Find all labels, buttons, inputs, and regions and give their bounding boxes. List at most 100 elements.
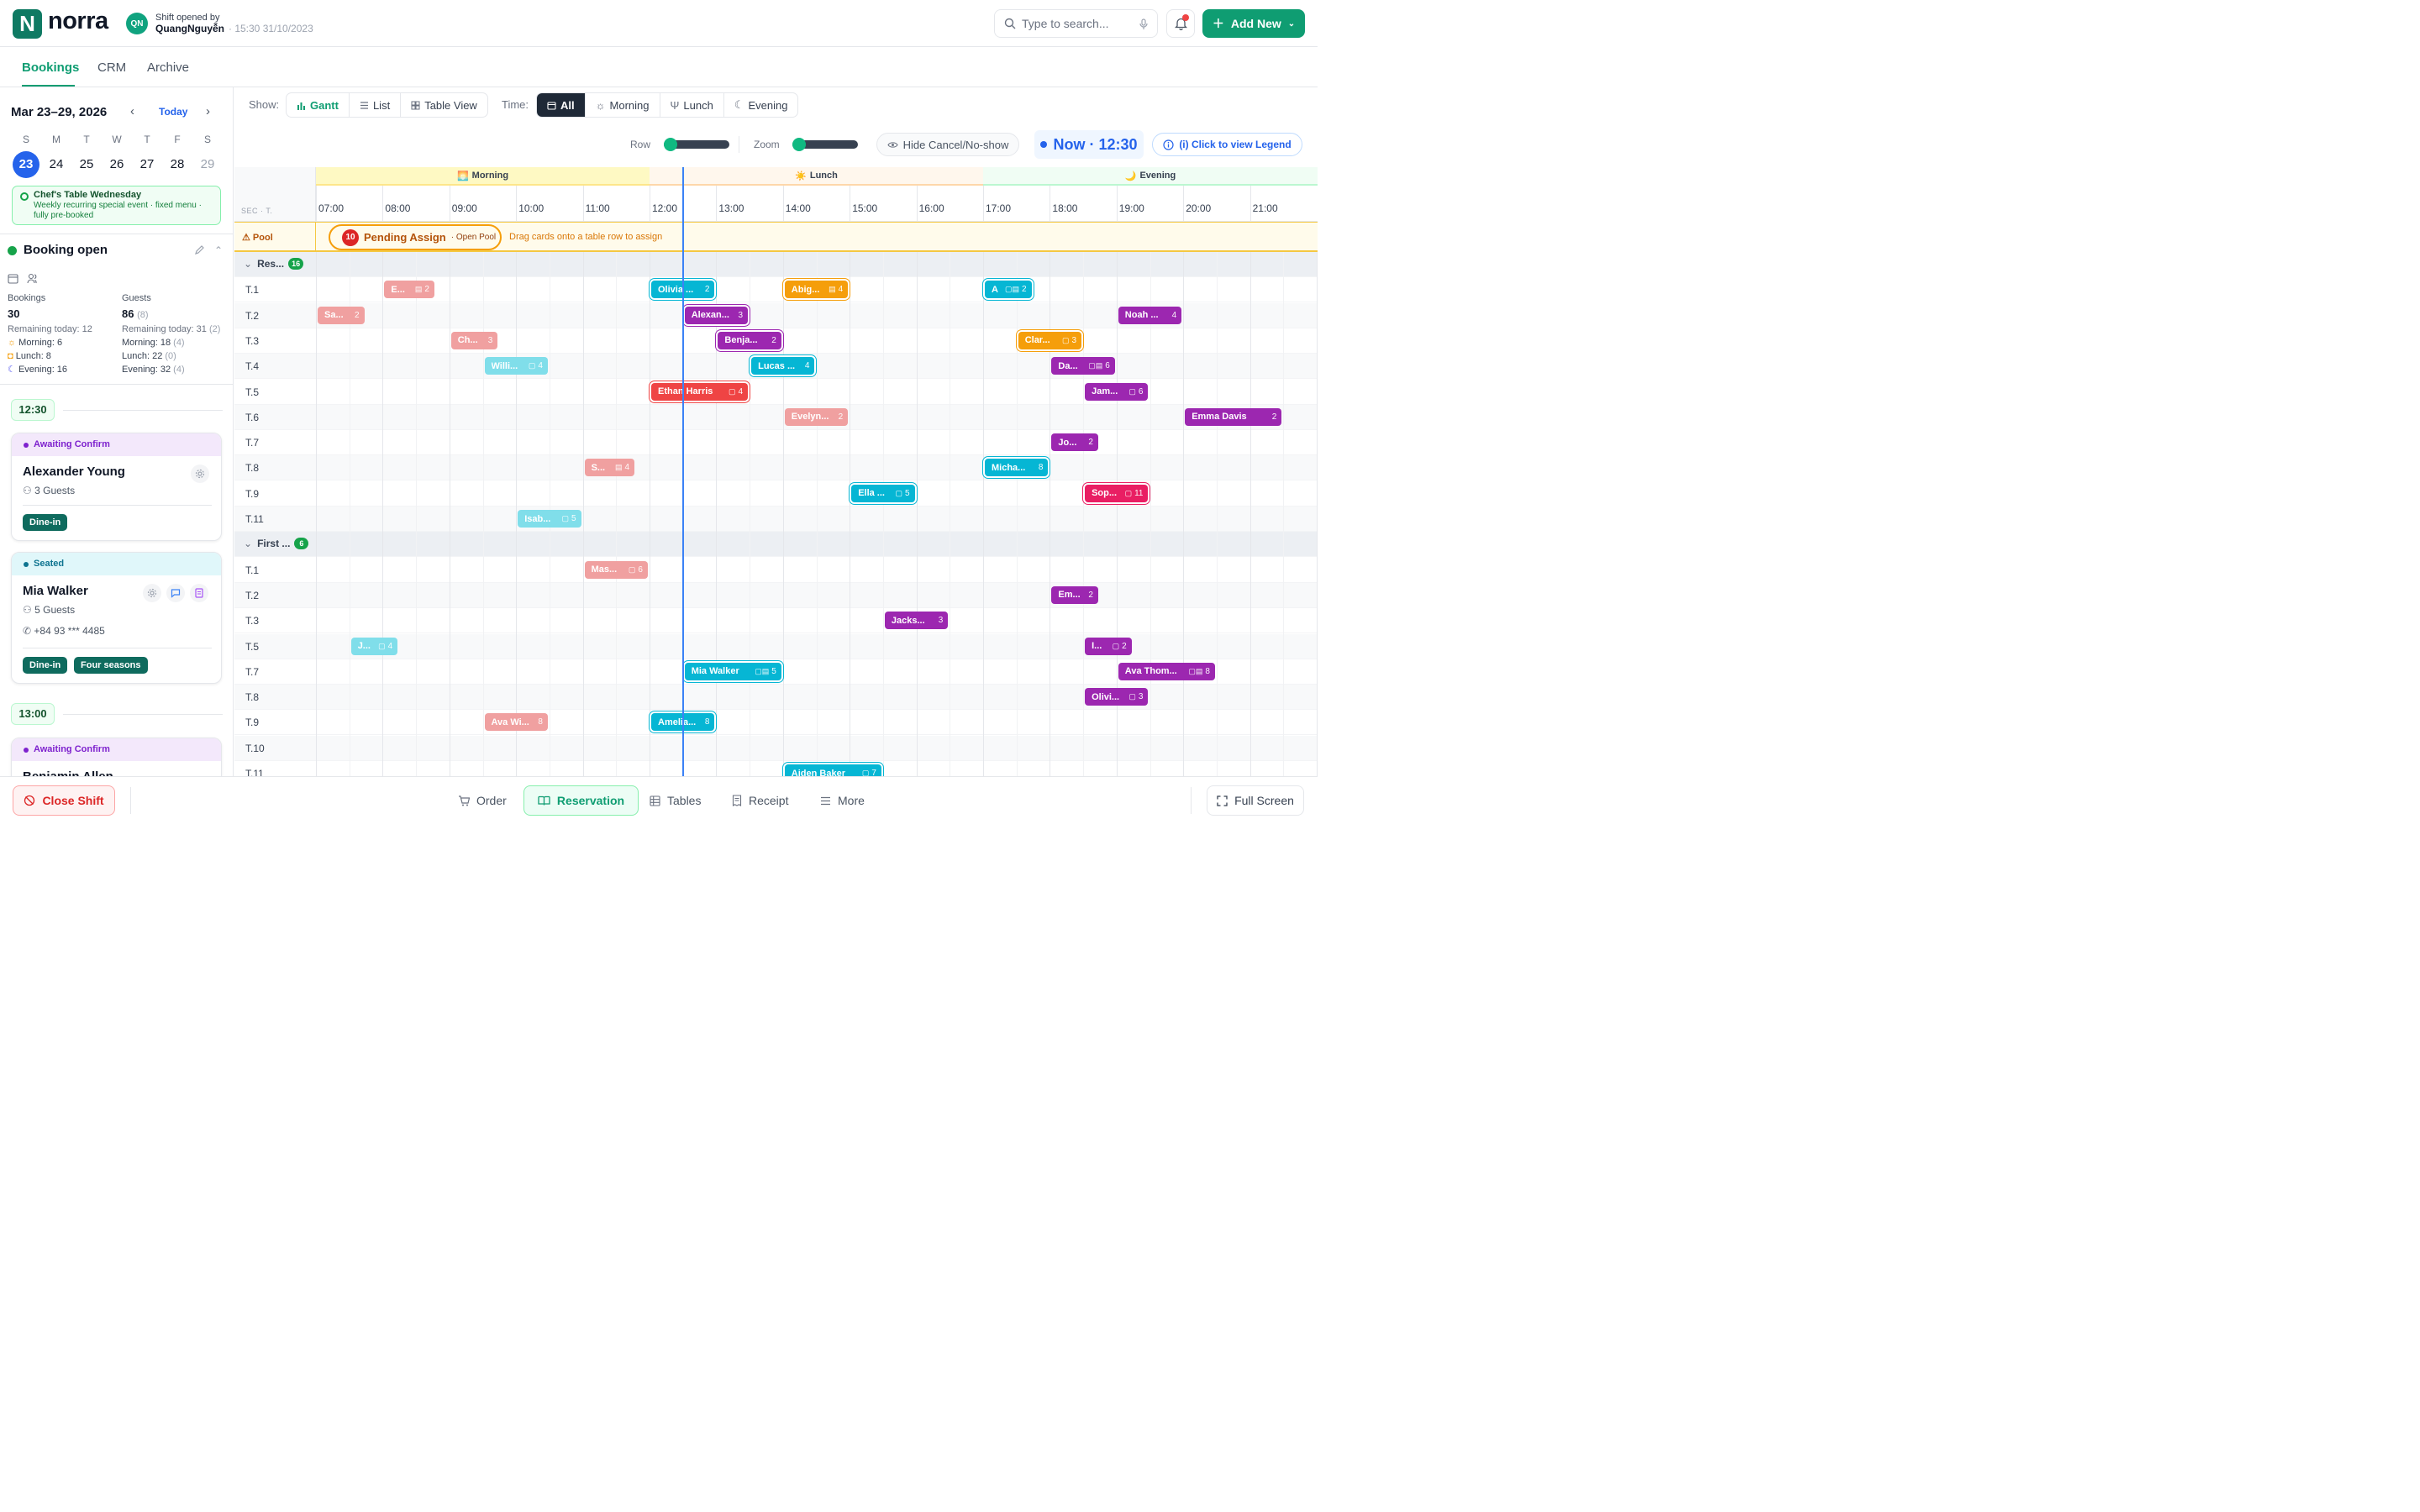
table-row[interactable]: T.7 [234,430,1318,456]
booking-card[interactable]: Awaiting Confirm Benjamin Allen [11,738,222,776]
calendar-day[interactable]: 27 [139,157,155,171]
booking-bar[interactable]: Mas... ▢ 6 [584,560,648,579]
booking-bar[interactable]: Aiden Baker ▢ 7 [784,764,881,776]
booking-card[interactable]: Awaiting Confirm Alexander Young ⚇ 3 Gue… [11,433,222,541]
tab-bookings[interactable]: Bookings [22,60,80,75]
add-new-button[interactable]: ＋ Add New ⌄ [1202,9,1305,38]
booking-bar[interactable]: Jam... ▢ 6 [1085,382,1149,401]
table-row[interactable]: T.1 [234,277,1318,303]
table-row[interactable]: T.10 [234,735,1318,761]
booking-bar[interactable]: Micha... 8 [985,459,1049,477]
calendar-day[interactable]: 28 [170,157,185,171]
tab-archive[interactable]: Archive [147,60,190,75]
booking-bar[interactable]: Jo... 2 [1051,433,1098,452]
table-row[interactable]: T.5 [234,633,1318,659]
booking-bar[interactable]: Sa... 2 [318,306,365,324]
table-row[interactable]: T.9 [234,481,1318,507]
table-row[interactable]: T.1 [234,558,1318,583]
calendar-day[interactable]: 29 [200,157,215,171]
special-event-banner[interactable]: Chef's Table Wednesday Weekly recurring … [12,186,221,225]
booking-bar[interactable]: Willi... ▢ 4 [484,357,548,375]
nav-more[interactable]: More [820,785,865,816]
booking-bar[interactable]: Evelyn... 2 [784,407,849,426]
booking-bar[interactable]: Em... 2 [1051,585,1098,604]
avatar[interactable]: QN [126,13,148,34]
table-row[interactable]: T.7 [234,659,1318,685]
search-input[interactable] [1022,17,1131,30]
booking-card[interactable]: Seated Mia Walker ⚇ 5 Guests ✆ +84 93 **… [11,552,222,684]
view-list[interactable]: List [350,93,402,117]
slider-handle[interactable] [664,138,677,151]
booking-bar[interactable]: Ava Wi... 8 [484,713,548,732]
booking-bar[interactable]: Ch... 3 [450,331,498,349]
settings-icon[interactable] [143,584,161,602]
section-row[interactable]: ⌄ Res... 16 [234,252,1318,277]
booking-bar[interactable]: E... ▤ 2 [384,281,434,299]
booking-bar[interactable]: Lucas ... 4 [751,357,815,375]
calendar-day[interactable]: 25 [79,157,94,171]
booking-bar[interactable]: Emma Davis 2 [1185,407,1282,426]
slider-handle[interactable] [792,138,806,151]
booking-bar[interactable]: Clar... ▢ 3 [1018,331,1082,349]
nav-tables[interactable]: Tables [650,785,701,816]
table-row[interactable]: T.8 [234,455,1318,481]
legend-button[interactable]: (i) Click to view Legend [1152,133,1302,156]
table-row[interactable]: T.3 [234,328,1318,354]
time-lunch[interactable]: Ψ Lunch [660,93,724,117]
nav-order[interactable]: Order [458,785,507,816]
calendar-day[interactable]: 26 [109,157,124,171]
booking-bar[interactable]: J... ▢ 4 [350,637,398,655]
hide-cancel-button[interactable]: Hide Cancel/No-show [876,133,1019,156]
microphone-icon[interactable] [1139,18,1148,30]
table-row[interactable]: T.9 [234,710,1318,736]
table-row[interactable]: T.2 [234,582,1318,608]
table-row[interactable]: T.5 [234,380,1318,405]
now-indicator[interactable]: Now · 12:30 [1034,130,1144,159]
nav-reservation[interactable]: Reservation [523,785,639,816]
time-evening[interactable]: ☾ Evening [734,98,788,112]
settings-icon[interactable] [191,465,209,483]
booking-bar[interactable]: Ethan Harris ▢ 4 [651,382,749,401]
table-row[interactable]: T.8 [234,685,1318,711]
edit-icon[interactable] [194,244,205,255]
table-row[interactable]: T.6 [234,404,1318,430]
note-icon[interactable] [190,584,208,602]
time-morning[interactable]: ☼ Morning [586,93,660,117]
table-row[interactable]: T.11 [234,507,1318,532]
message-icon[interactable] [166,584,185,602]
booking-bar[interactable]: A ▢▤ 2 [985,281,1032,299]
booking-bar[interactable]: Benja... 2 [718,331,781,349]
time-all[interactable]: All [537,93,586,117]
booking-bar[interactable]: Noah ... 4 [1118,306,1182,324]
close-shift-button[interactable]: Close Shift [13,785,115,816]
zoom-slider[interactable] [792,138,858,151]
booking-bar[interactable]: Abig... ▤ 4 [784,281,849,299]
full-screen-button[interactable]: Full Screen [1207,785,1304,816]
pending-assign-button[interactable]: 10 Pending Assign · Open Pool [329,224,502,250]
booking-bar[interactable]: Sop... ▢ 11 [1085,484,1149,502]
view-table[interactable]: Table View [401,93,487,117]
today-button[interactable]: Today [159,106,188,118]
booking-bar[interactable]: I... ▢ 2 [1085,637,1132,655]
next-week-button[interactable]: › [206,104,210,118]
notifications-button[interactable] [1166,9,1195,38]
booking-bar[interactable]: Da... ▢▤ 6 [1051,357,1115,375]
booking-bar[interactable]: Isab... ▢ 5 [518,510,581,528]
view-gantt[interactable]: Gantt [287,93,350,117]
calendar-day[interactable]: 24 [49,157,64,171]
collapse-icon[interactable]: ⌃ [214,244,224,256]
nav-receipt[interactable]: Receipt [732,785,788,816]
calendar-day-selected[interactable]: 23 [13,151,39,178]
booking-bar[interactable]: Jacks... 3 [884,612,949,630]
booking-bar[interactable]: S... ▤ 4 [584,459,635,477]
table-row[interactable]: T.3 [234,608,1318,634]
table-row[interactable]: T.11 [234,761,1318,776]
booking-bar[interactable]: Olivia ... 2 [651,281,715,299]
booking-bar[interactable]: Ava Thom... ▢▤ 8 [1118,662,1215,680]
booking-bar[interactable]: Mia Walker ▢▤ 5 [684,662,781,680]
tab-crm[interactable]: CRM [97,60,127,75]
row-height-slider[interactable] [664,138,729,151]
booking-bar[interactable]: Ella ... ▢ 5 [851,484,915,502]
booking-bar[interactable]: Olivi... ▢ 3 [1085,688,1149,706]
section-row[interactable]: ⌄ First ... 6 [234,532,1318,558]
